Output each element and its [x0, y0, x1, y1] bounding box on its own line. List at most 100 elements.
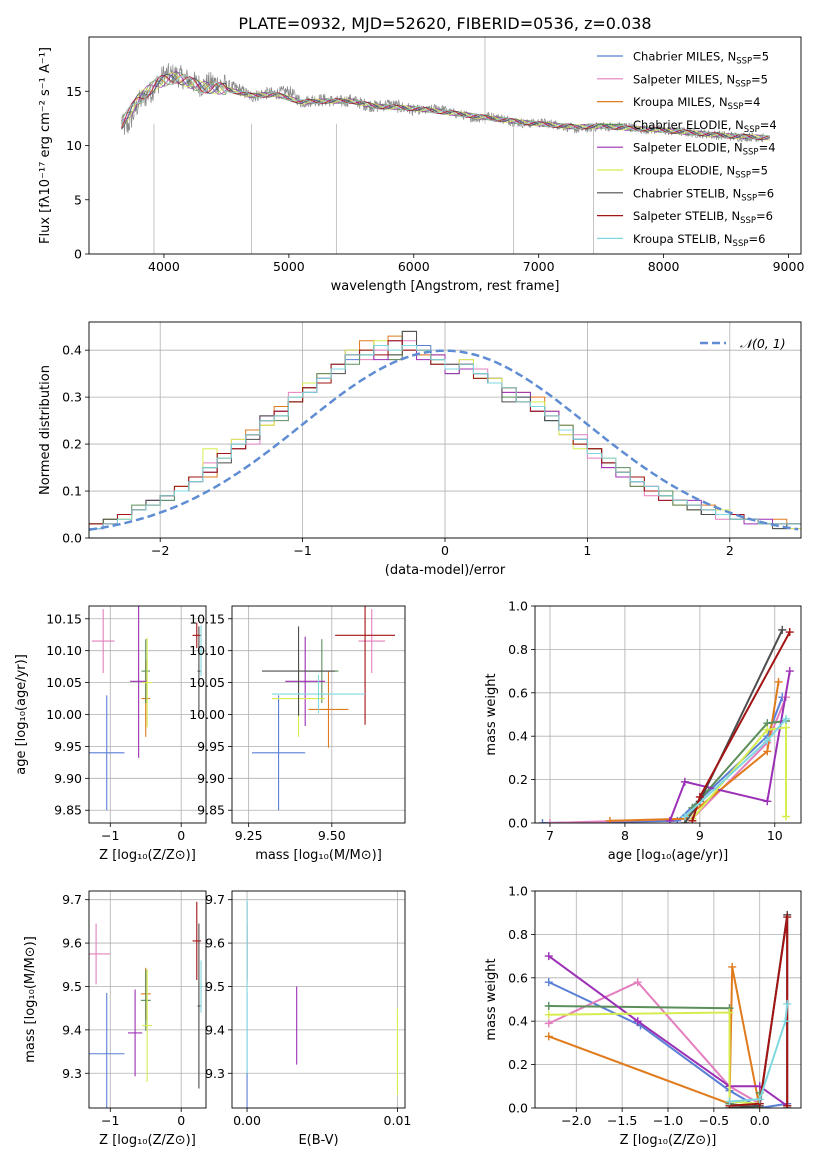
- y-tick-label: 0.3: [62, 390, 82, 405]
- y-tick-label: 9.7: [205, 892, 225, 907]
- plot-area: [538, 625, 794, 823]
- legend-label: Salpeter ELODIE, NSSP=4: [633, 141, 776, 158]
- y-tick-label: 9.3: [205, 1066, 225, 1081]
- point-marker: [774, 677, 783, 686]
- y-tick-label: 10: [66, 138, 82, 153]
- point-marker: [782, 723, 791, 732]
- x-tick-label: 0.0: [750, 1113, 770, 1128]
- y-tick-label: 10.10: [189, 643, 225, 658]
- y-tick-label: 10.00: [46, 707, 82, 722]
- axes-frame: [88, 890, 207, 1109]
- panel-mass-weight-vs-age: 7 8 9 10 0.0 0.2 0.4 0.6 0.8 1.0 age [log₁₀(age/yr…: [484, 599, 802, 863]
- point-marker: [544, 1010, 553, 1019]
- point-marker: [763, 747, 772, 756]
- panel-spectrum: 4000 5000 6000 7000 8000 9000 0 5 10 15 wavelength…: [38, 36, 804, 294]
- y-tick-label: 0.2: [508, 772, 528, 787]
- errorbar-chabrier-elodie: [140, 969, 151, 1031]
- series-model-salpeter-stelib: [121, 75, 770, 140]
- point-marker: [538, 819, 547, 823]
- point-marker: [725, 1097, 734, 1106]
- x-tick-label: 9.25: [235, 828, 263, 843]
- x-axis-label: Z [log₁₀(Z/Z⊙)]: [620, 1133, 717, 1148]
- panel-mass-weight-vs-Z: −2.0 −1.5 −1.0 −0.5 0.0 0.0 0.2 0.4 0.6 0.8 1.0 Z […: [484, 884, 802, 1148]
- y-tick-label: 9.3: [62, 1066, 82, 1081]
- point-marker: [544, 952, 553, 961]
- point-marker: [755, 1095, 764, 1104]
- point-marker: [725, 1008, 734, 1017]
- y-tick-label: 10.00: [189, 707, 225, 722]
- point-marker: [544, 1019, 553, 1028]
- x-tick-label: 9: [696, 828, 704, 843]
- y-tick-label: 10.05: [46, 675, 82, 690]
- x-tick-label: 1: [583, 543, 591, 558]
- x-axis-label: age [log₁₀(age/yr)]: [608, 848, 729, 863]
- errorbar-kroupa-stelib: [199, 625, 203, 677]
- series-model-kroupa-stelib: [121, 74, 770, 140]
- x-tick-label: 9.50: [318, 828, 346, 843]
- plot-area: [246, 899, 399, 1108]
- x-axis-label: Z [log₁₀(Z/Z⊙)]: [99, 1133, 196, 1148]
- line-salpeter-miles: [545, 693, 791, 823]
- y-tick-label: 0.1: [62, 484, 82, 499]
- legend-label: Kroupa STELIB, NSSP=6: [633, 232, 765, 249]
- legend-label: Chabrier MILES, NSSP=5: [633, 50, 769, 67]
- x-tick-label: −1.0: [653, 1113, 683, 1128]
- errorbar-salpeter-miles: [358, 609, 386, 674]
- y-axis-label: mass [log₁₀(M/M⊙)]: [23, 936, 38, 1063]
- errorbar-salpeter-elodie: [128, 989, 143, 1077]
- y-axis-label: mass weight: [484, 958, 499, 1040]
- axes-frame: [231, 890, 406, 1109]
- y-tick-label: 0.0: [508, 816, 528, 831]
- legend-label: Kroupa ELODIE, NSSP=5: [633, 164, 768, 181]
- point-marker: [633, 1017, 642, 1026]
- point-marker: [728, 962, 737, 971]
- y-tick-label: 0.8: [508, 927, 528, 942]
- x-axis-label: Z [log₁₀(Z/Z⊙)]: [99, 848, 196, 863]
- y-tick-label: 9.95: [54, 739, 82, 754]
- point-marker: [763, 736, 772, 745]
- y-tick-label: 9.6: [205, 936, 225, 951]
- errorbar-salpeter-stelib: [192, 901, 202, 980]
- plot-area: [89, 901, 203, 1108]
- x-axis-label: (data-model)/error: [385, 563, 506, 578]
- x-tick-label: 0: [177, 1113, 185, 1128]
- y-tick-label: 1.0: [508, 884, 528, 899]
- errorbar-salpeter-miles: [89, 923, 111, 985]
- y-axis-label: Flux [fλ10⁻¹⁷ erg cm⁻² s⁻¹ A⁻¹]: [38, 47, 53, 244]
- point-marker: [695, 792, 704, 801]
- errorbar-kroupa-stelib: [199, 960, 203, 1013]
- y-tick-label: 1.0: [508, 599, 528, 614]
- y-tick-label: 0.2: [508, 1057, 528, 1072]
- plot-area: [89, 330, 801, 538]
- errorbar-salpeter-elodie: [285, 636, 326, 726]
- line-path: [549, 696, 787, 823]
- errorbar-chabrier-miles: [89, 992, 125, 1108]
- errorbar-chabrier-stelib: [197, 626, 201, 716]
- x-tick-label: 6000: [398, 259, 430, 274]
- errorbar-salpeter-miles: [91, 609, 115, 674]
- x-tick-label: −2: [151, 543, 169, 558]
- point-marker: [544, 978, 553, 987]
- x-tick-label: 2: [726, 543, 734, 558]
- y-tick-label: 10.15: [189, 611, 225, 626]
- line-path: [729, 916, 789, 1107]
- line-path: [668, 670, 791, 822]
- point-marker: [783, 913, 792, 922]
- errorbar-chabrier-stelib: [197, 923, 201, 1089]
- line-path: [729, 914, 789, 1108]
- point-marker: [688, 816, 697, 823]
- figure-title: PLATE=0932, MJD=52620, FIBERID=0536, z=0…: [238, 14, 651, 33]
- x-tick-label: −1: [101, 828, 119, 843]
- y-tick-label: 9.85: [197, 803, 225, 818]
- plot-area: [89, 606, 203, 811]
- legend-label: Chabrier ELODIE, NSSP=4: [633, 118, 777, 135]
- point-marker: [782, 714, 791, 723]
- legend-label: Salpeter STELIB, NSSP=6: [633, 209, 773, 226]
- x-tick-label: 8: [621, 828, 629, 843]
- plot-area: [251, 606, 396, 811]
- errorbar-kroupa-elodie: [142, 969, 153, 1082]
- point-marker: [783, 1101, 792, 1108]
- point-marker: [763, 797, 772, 806]
- x-tick-label: −1: [101, 1113, 119, 1128]
- y-tick-label: 9.5: [205, 979, 225, 994]
